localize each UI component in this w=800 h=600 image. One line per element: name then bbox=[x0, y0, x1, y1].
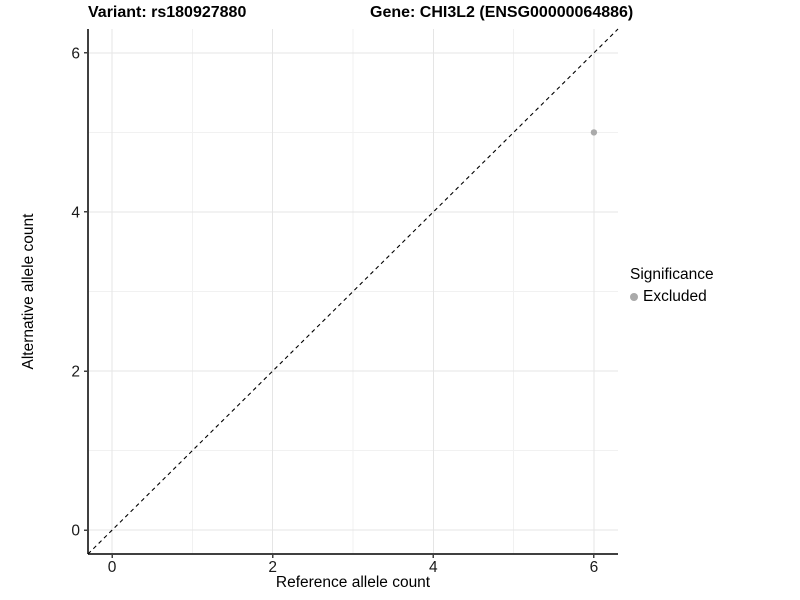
svg-text:0: 0 bbox=[71, 523, 80, 540]
excluded-point-swatch bbox=[630, 293, 638, 301]
plot-title-gene: Gene: CHI3L2 (ENSG00000064886) bbox=[370, 4, 634, 21]
legend-title: Significance bbox=[630, 266, 714, 283]
svg-text:4: 4 bbox=[429, 559, 438, 576]
axis-lines bbox=[87, 29, 618, 555]
svg-text:0: 0 bbox=[108, 559, 117, 576]
svg-text:6: 6 bbox=[71, 45, 80, 62]
major-gridlines bbox=[88, 29, 618, 554]
axis-tick-marks bbox=[84, 52, 595, 558]
legend-item-label: Excluded bbox=[643, 288, 707, 305]
axis-tick-labels: 0 2 4 6 0 2 4 6 bbox=[71, 45, 598, 576]
svg-text:4: 4 bbox=[71, 204, 80, 221]
plot-title-variant: Variant: rs180927880 bbox=[88, 4, 247, 21]
svg-text:2: 2 bbox=[268, 559, 277, 576]
data-point-excluded bbox=[590, 129, 598, 136]
svg-text:2: 2 bbox=[71, 364, 80, 381]
legend-item-excluded: Excluded bbox=[630, 288, 714, 306]
minor-gridlines bbox=[88, 29, 618, 554]
data-points bbox=[590, 129, 598, 136]
legend: Significance Excluded bbox=[630, 265, 714, 306]
svg-text:6: 6 bbox=[590, 559, 599, 576]
y-axis-label: Alternative allele count bbox=[20, 213, 37, 370]
x-axis-label: Reference allele count bbox=[275, 574, 431, 591]
